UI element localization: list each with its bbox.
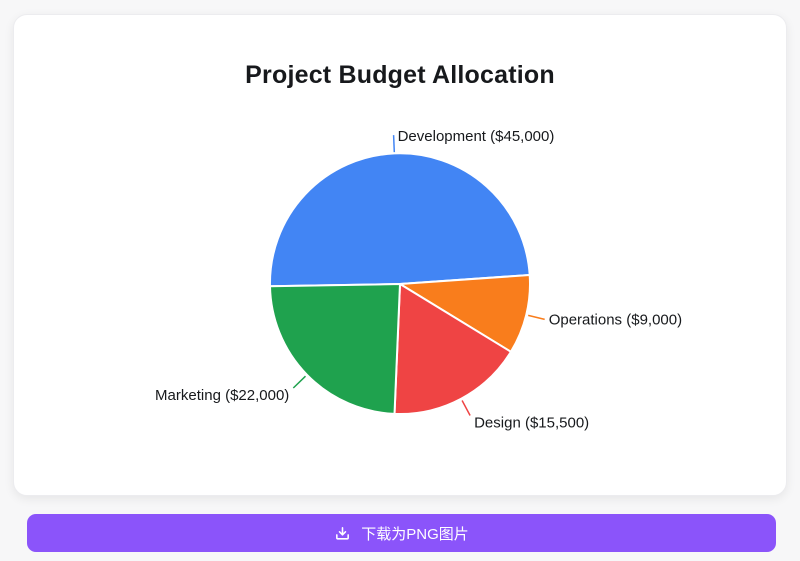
pie-slice-design[interactable] [393,283,512,415]
pie-label-development: Development ($45,000) [398,128,555,145]
label-leader-line-marketing [292,375,307,389]
chart-title: Project Budget Allocation [245,61,555,89]
chart-card: Project Budget Allocation Development ($… [13,14,787,496]
label-leader-line-operations [528,314,545,321]
download-icon [336,526,350,540]
pie-label-operations: Operations ($9,000) [549,311,682,328]
download-button-label: 下载为PNG图片 [361,525,469,543]
pie-label-marketing: Marketing ($22,000) [155,387,289,404]
pie-slice-marketing[interactable] [269,283,401,415]
pie-label-design: Design ($15,500) [474,415,589,432]
pie-chart[interactable]: Development ($45,000) Operations ($9,000)… [14,99,786,485]
label-leader-line-design [461,400,471,416]
pie-slice-operations[interactable] [399,274,532,353]
label-leader-line-development [392,135,396,153]
download-png-button[interactable]: 下载为PNG图片 [27,514,776,552]
pie-slice-development[interactable] [268,152,531,288]
